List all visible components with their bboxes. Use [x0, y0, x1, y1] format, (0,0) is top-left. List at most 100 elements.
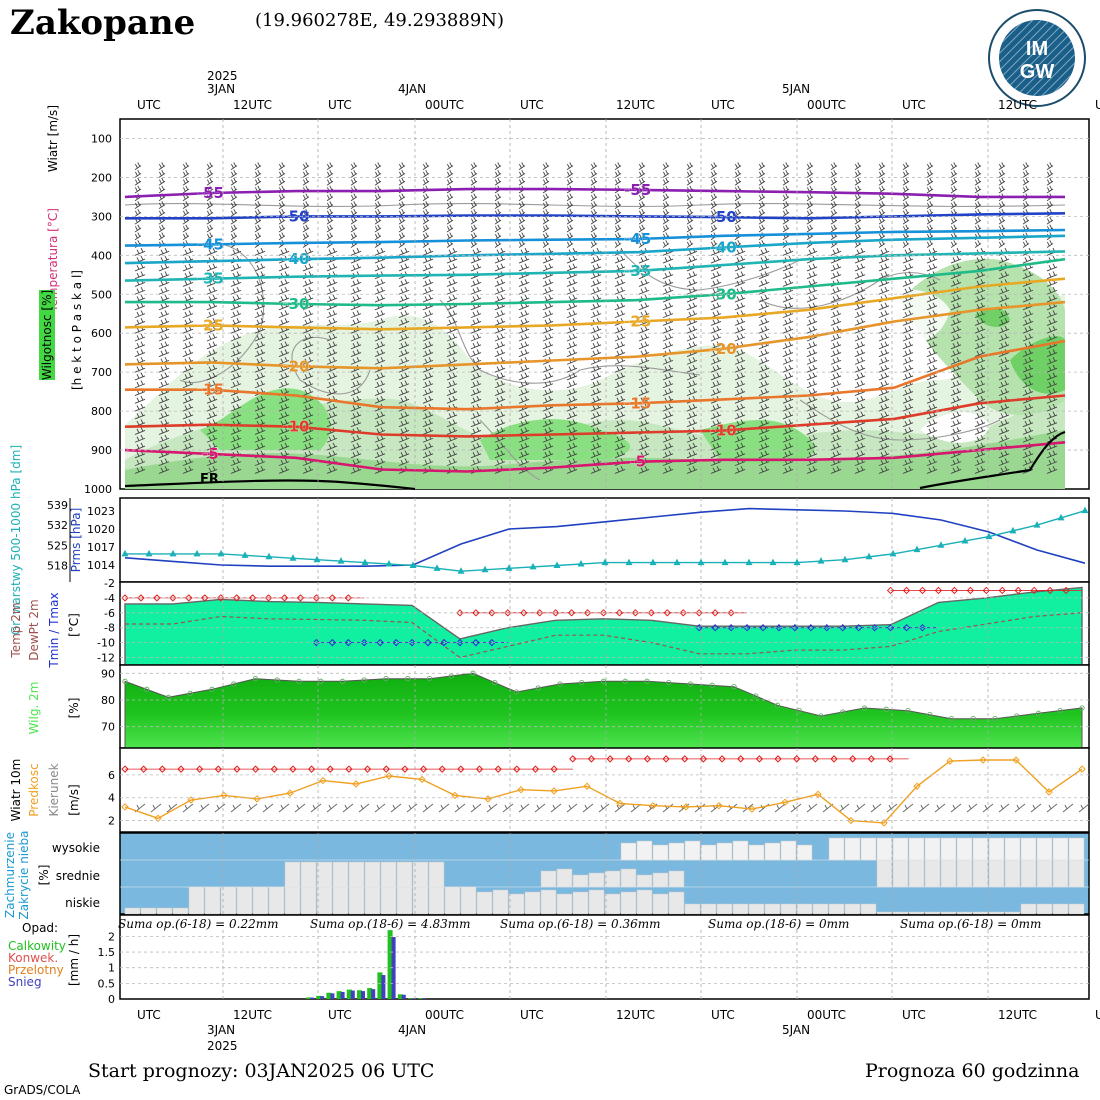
wind-barb [950, 419, 962, 428]
wind-barb [326, 450, 338, 459]
wind-barb [902, 201, 910, 209]
wind-barb [902, 388, 914, 396]
wind-barb [1022, 162, 1030, 171]
wind-barb [350, 294, 362, 303]
wind-barb [854, 349, 866, 357]
wind-barb [278, 458, 290, 467]
wind-barb [734, 193, 742, 202]
temp-marker [743, 624, 751, 632]
wind-barb [614, 224, 622, 233]
cloud-low-bar [540, 889, 557, 915]
wind-barb [686, 388, 698, 396]
wind-barb [206, 162, 214, 171]
wind-barb [710, 325, 722, 334]
wind-barb [758, 177, 766, 186]
wind-barb [398, 380, 410, 389]
wind-barb [1022, 286, 1034, 295]
wind-barb [350, 380, 362, 389]
wind-barb [302, 411, 314, 420]
wind-barb [598, 803, 610, 813]
wind-barb [998, 201, 1006, 209]
wind-barb [518, 372, 530, 381]
wind-barb [326, 310, 338, 319]
wind-barb [422, 216, 430, 225]
wind-barb [638, 356, 650, 365]
wind-barb [662, 364, 674, 373]
cloud-low-bar [1036, 903, 1053, 915]
wind-barb [974, 162, 982, 171]
wind-barb [374, 411, 386, 420]
wind-barb [278, 170, 286, 178]
wind-barb [638, 224, 646, 233]
wind-tick: 4 [108, 792, 115, 805]
wind-barb [614, 341, 626, 350]
wind-barb [326, 263, 338, 272]
wind-barb [254, 310, 266, 319]
cloud-low-bar [140, 907, 157, 915]
label-prms: Prms [hPa] [69, 508, 83, 573]
wind-barb [1014, 803, 1026, 813]
wind-barb [470, 170, 478, 178]
humidity-marker [622, 678, 628, 684]
temperature-2m-panel: -2-4-6-8-10-12 Temp 2m DewPt 2m Tmin / T… [9, 577, 1090, 669]
wind-barb [182, 341, 194, 350]
bottom-tick-label: UTC [137, 1008, 161, 1022]
bottom-tick-label: 12UTC [233, 1008, 272, 1022]
wind-barb [422, 458, 434, 467]
wind-barb [182, 201, 190, 209]
wind-direction-marker [251, 765, 260, 773]
cloud-mid-bar [588, 872, 605, 888]
wind-barb [638, 388, 650, 396]
temp-marker [902, 624, 911, 632]
wind-barb [926, 419, 938, 428]
wind-barb [398, 372, 410, 381]
wind-barb [302, 232, 310, 241]
wind-barb [1046, 356, 1058, 365]
wind-barb [206, 442, 218, 451]
wind-barb [302, 442, 314, 451]
temp-marker [1062, 586, 1070, 595]
temp-marker [950, 586, 959, 595]
wind-barb [854, 162, 862, 171]
wind-barb [278, 395, 290, 404]
wind-barb [182, 208, 190, 217]
label-tmin-tmax: Tmin / Tmax [47, 592, 61, 668]
temp-marker [344, 594, 353, 602]
precip-bar-snow [320, 996, 325, 999]
wind-barb [806, 318, 818, 326]
wind-barb [206, 380, 218, 389]
precip-tick: 0.5 [98, 977, 116, 990]
wind-barb [134, 364, 146, 373]
top-date-3jan: 3JAN [207, 82, 235, 96]
temp-tick: -2 [104, 577, 115, 590]
wind-speed-marker [682, 803, 690, 811]
label-celsius: [°C] [67, 613, 81, 637]
thickness-marker [577, 560, 585, 567]
wind-barb [1022, 372, 1034, 381]
wind-barb [806, 247, 818, 256]
wind-barb [830, 263, 842, 272]
wind-barb [830, 466, 842, 474]
cloud-low-bar [524, 891, 541, 915]
wind-barb [1046, 380, 1058, 389]
cloud-low-bar [684, 903, 701, 915]
wind-barb [230, 458, 242, 467]
wind-barb [758, 271, 770, 280]
wind-barb [1022, 458, 1034, 467]
wind-barb [686, 201, 694, 209]
wind-direction-marker [214, 765, 223, 773]
wind-barb [854, 442, 866, 451]
wind-barb [830, 442, 842, 451]
cloud-mid-bar [1052, 859, 1069, 888]
wind-barb [1046, 170, 1054, 178]
precip-bar-snow [310, 997, 314, 999]
top-tick-label: 00UTC [807, 98, 846, 112]
wind-barb [374, 247, 386, 256]
wind-barb [134, 427, 146, 435]
wind-barb [494, 318, 506, 326]
wind-barb [1046, 286, 1058, 295]
wind-barb [830, 224, 838, 233]
temp-marker [854, 624, 863, 632]
wind-barb [494, 450, 506, 459]
prms-tick: 1020 [87, 523, 115, 536]
